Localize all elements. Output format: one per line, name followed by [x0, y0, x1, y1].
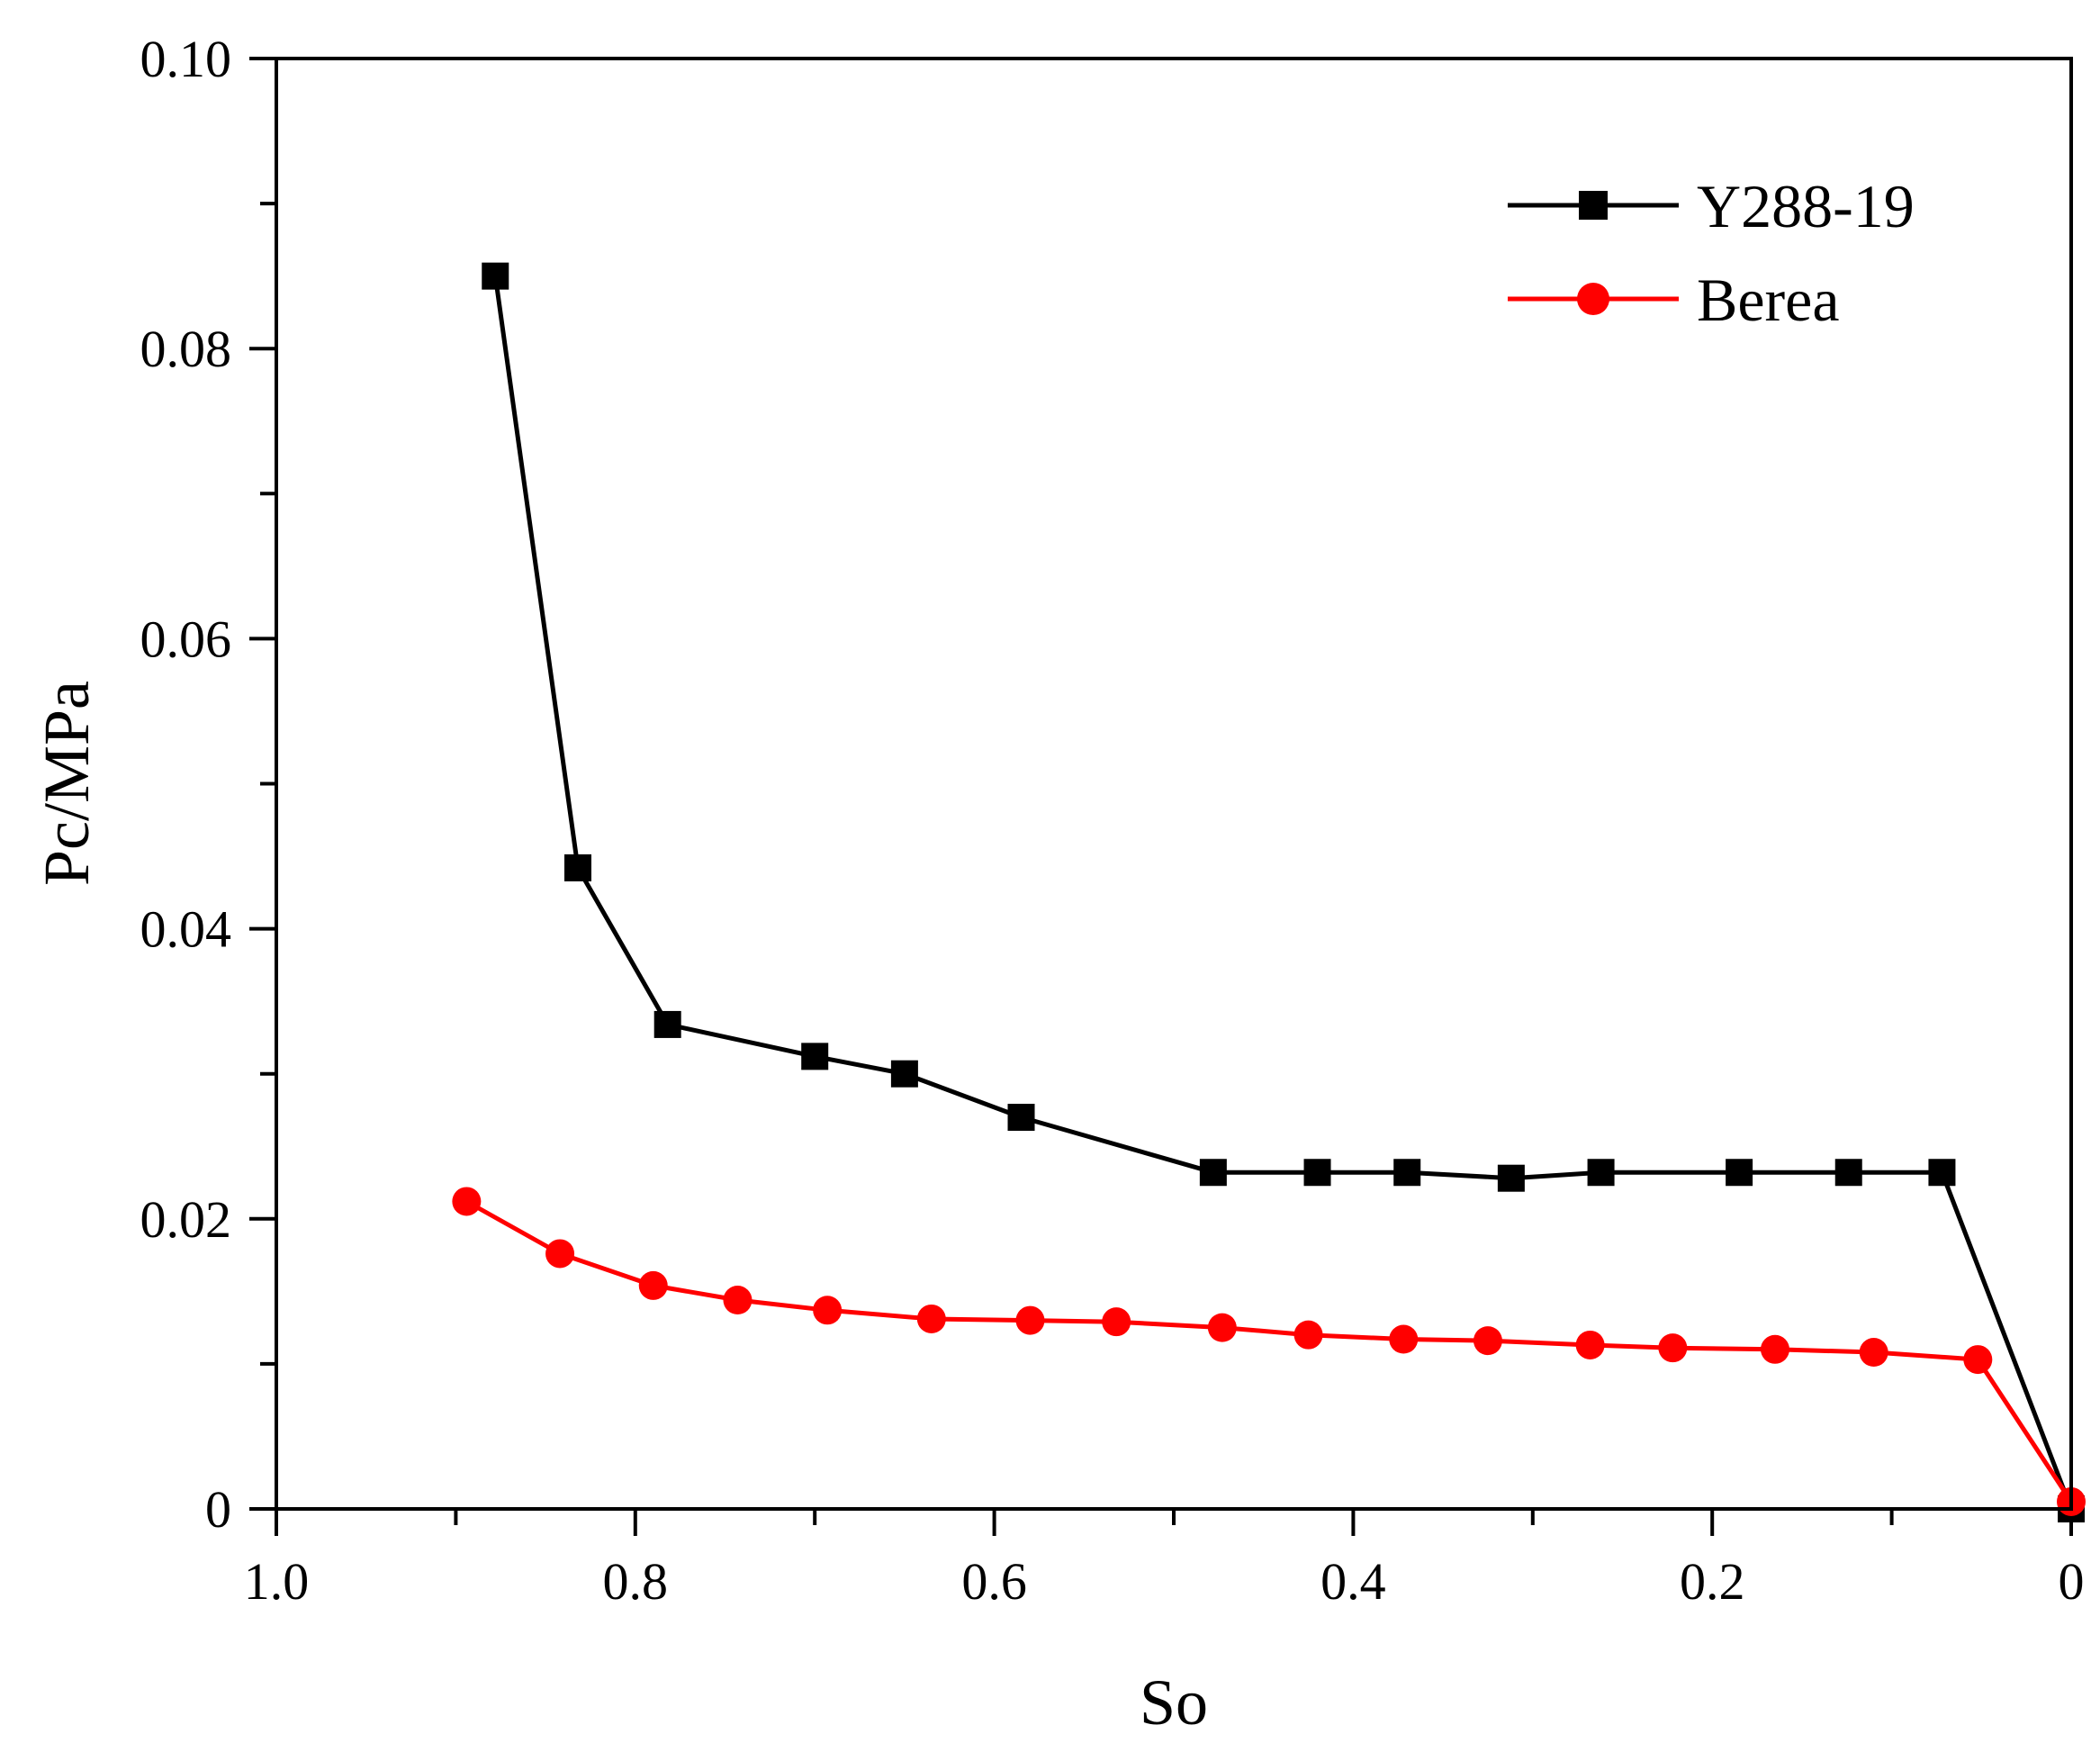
- y-tick-label: 0.10: [140, 30, 232, 88]
- data-point-berea: [916, 1304, 946, 1333]
- y-tick-label: 0.06: [140, 610, 232, 668]
- series-y288-19: [482, 262, 2085, 1522]
- data-point-berea: [1102, 1307, 1131, 1337]
- data-point-berea: [723, 1286, 753, 1315]
- minor-ticks: [260, 202, 1894, 1525]
- data-point-berea: [1293, 1320, 1323, 1350]
- legend-marker-y288-19: [1579, 191, 1608, 220]
- x-tick-label: 0.2: [1680, 1552, 1745, 1611]
- series-line-y288-19: [492, 275, 2074, 1510]
- y-tick-label: 0.02: [140, 1190, 232, 1249]
- y-axis-title: Pc/MPa: [31, 681, 103, 886]
- series-berea: [452, 1187, 2086, 1516]
- data-point-y288-19: [801, 1043, 829, 1070]
- data-point-berea: [1207, 1313, 1237, 1342]
- data-point-berea: [1859, 1338, 1888, 1368]
- data-point-y288-19: [1928, 1159, 1956, 1187]
- data-point-y288-19: [1393, 1159, 1421, 1187]
- data-point-berea: [1760, 1334, 1789, 1364]
- x-tick-labels: 1.0 0.8 0.6 0.4 0.2 0: [244, 1552, 2085, 1611]
- y-tick-label: 0: [205, 1480, 231, 1539]
- data-point-berea: [1963, 1345, 1993, 1375]
- data-point-berea: [813, 1296, 843, 1325]
- x-tick-label: 0.8: [603, 1552, 669, 1611]
- plot-frame: [275, 57, 2073, 1511]
- y-tick-labels: 0 0.02 0.04 0.06 0.08 0.10: [140, 30, 232, 1539]
- data-point-y288-19: [1497, 1164, 1525, 1192]
- data-point-berea: [1658, 1333, 1688, 1363]
- data-point-y288-19: [1587, 1159, 1615, 1187]
- data-point-y288-19: [1007, 1104, 1035, 1132]
- data-point-y288-19: [482, 262, 509, 290]
- x-tick-label: 0.4: [1320, 1552, 1386, 1611]
- major-ticks: [249, 57, 2073, 1536]
- data-point-y288-19: [1199, 1159, 1227, 1187]
- legend-label-y288-19: Y288-19: [1697, 172, 1915, 240]
- data-point-berea: [1575, 1330, 1605, 1359]
- data-point-berea: [1389, 1324, 1419, 1354]
- data-point-berea: [1015, 1305, 1045, 1335]
- data-point-berea: [545, 1239, 575, 1269]
- data-point-y288-19: [890, 1060, 918, 1088]
- series-line-berea: [465, 1199, 2074, 1504]
- data-point-y288-19: [1303, 1159, 1331, 1187]
- data-point-berea: [452, 1187, 482, 1216]
- legend-label-berea: Berea: [1697, 266, 1840, 334]
- data-point-berea: [638, 1270, 668, 1300]
- data-point-y288-19: [653, 1010, 681, 1038]
- y-tick-label: 0.04: [140, 900, 232, 959]
- data-point-berea: [1473, 1326, 1502, 1356]
- x-axis-title: So: [1140, 1666, 1208, 1738]
- data-point-y288-19: [1834, 1159, 1862, 1187]
- data-point-y288-19: [563, 853, 591, 881]
- x-tick-label: 1.0: [244, 1552, 310, 1611]
- legend-marker-berea: [1577, 283, 1609, 315]
- data-point-y288-19: [1726, 1159, 1753, 1187]
- series-layer: [452, 262, 2086, 1522]
- legend: Y288-19 Berea: [1508, 172, 1915, 334]
- y-tick-label: 0.08: [140, 320, 232, 378]
- x-tick-label: 0: [2059, 1552, 2085, 1611]
- x-tick-label: 0.6: [961, 1552, 1027, 1611]
